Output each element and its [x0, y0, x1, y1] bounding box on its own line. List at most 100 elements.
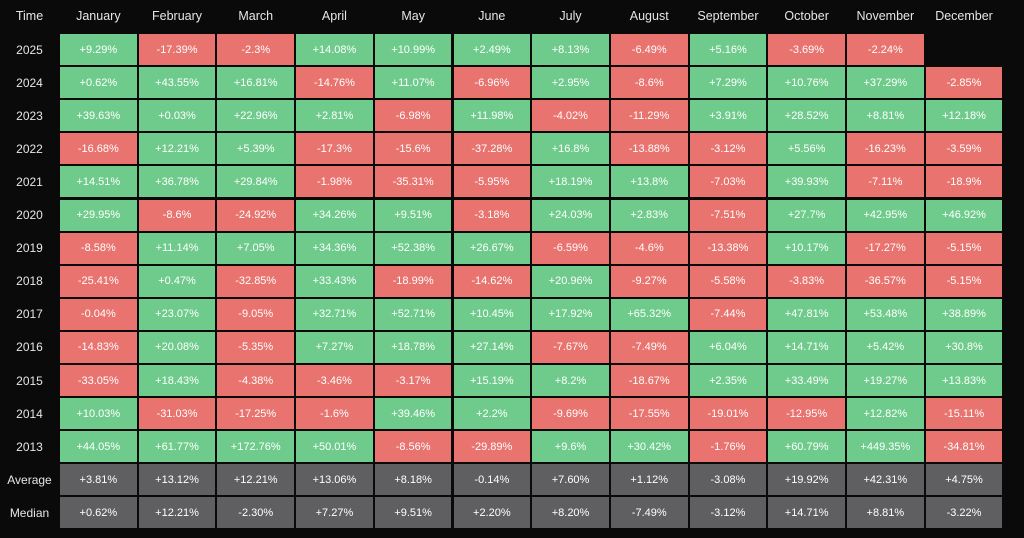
return-cell: +34.26%: [296, 199, 373, 231]
return-cell: +39.63%: [60, 100, 137, 132]
return-cell: -13.88%: [610, 133, 688, 165]
column-header: February: [152, 9, 203, 23]
return-cell: +5.16%: [689, 34, 767, 66]
return-cell: -7.49%: [610, 331, 688, 363]
return-cell: -1.6%: [296, 398, 373, 430]
return-cell: -7.11%: [847, 166, 924, 198]
return-cell: -2.24%: [847, 34, 924, 66]
return-cell: +20.08%: [138, 331, 216, 363]
return-cell: +60.79%: [768, 431, 845, 463]
return-cell: -9.05%: [217, 298, 295, 330]
row-label: 2019: [16, 241, 43, 256]
return-cell: -9.69%: [532, 398, 609, 430]
return-cell: +44.05%: [60, 431, 137, 463]
return-cell: -3.59%: [925, 133, 1003, 165]
return-cell: +15.19%: [453, 365, 531, 397]
return-cell: +12.18%: [925, 100, 1003, 132]
return-cell: -13.38%: [689, 232, 767, 264]
return-cell: -14.83%: [60, 331, 137, 363]
return-cell: +7.29%: [689, 67, 767, 99]
return-cell: +37.29%: [847, 67, 924, 99]
column-header: August: [629, 9, 669, 23]
return-cell: +10.03%: [60, 398, 137, 430]
return-cell: +9.29%: [60, 34, 137, 66]
return-cell: +12.82%: [847, 398, 924, 430]
return-cell: -29.89%: [453, 431, 531, 463]
return-cell: +28.52%: [768, 100, 845, 132]
return-cell: -0.04%: [60, 298, 137, 330]
return-cell: +30.8%: [925, 331, 1003, 363]
return-cell: +50.01%: [296, 431, 373, 463]
return-cell: +11.14%: [138, 232, 216, 264]
return-cell: +29.95%: [60, 199, 137, 231]
return-cell: -8.6%: [138, 199, 216, 231]
return-cell: +2.95%: [532, 67, 609, 99]
row-label: 2017: [16, 307, 43, 322]
return-cell: +2.83%: [610, 199, 688, 231]
return-cell: -15.6%: [374, 133, 452, 165]
column-header: December: [935, 9, 993, 23]
return-cell: -37.28%: [453, 133, 531, 165]
column-header: November: [856, 9, 915, 23]
return-cell: -17.27%: [847, 232, 924, 264]
return-cell: -2.30%: [217, 497, 295, 529]
return-cell: +39.93%: [768, 166, 845, 198]
return-cell: +10.17%: [768, 232, 845, 264]
return-cell: -1.98%: [296, 166, 373, 198]
return-cell: +12.21%: [138, 133, 216, 165]
return-cell: -2.85%: [925, 67, 1003, 99]
return-cell: +0.03%: [138, 100, 216, 132]
row-label: 2014: [16, 406, 43, 421]
return-cell: +11.07%: [374, 67, 452, 99]
return-cell: +172.76%: [217, 431, 295, 463]
return-cell: +14.51%: [60, 166, 137, 198]
return-cell: -17.25%: [217, 398, 295, 430]
return-cell: +65.32%: [610, 298, 688, 330]
return-cell: +7.27%: [296, 497, 373, 529]
return-cell: +0.47%: [138, 265, 216, 297]
row-label: 2023: [16, 108, 43, 123]
return-cell: -4.6%: [610, 232, 688, 264]
return-cell: -17.55%: [610, 398, 688, 430]
return-cell: +26.67%: [453, 232, 531, 264]
return-cell: +24.03%: [532, 199, 609, 231]
return-cell: +27.14%: [453, 331, 531, 363]
row-label: 2018: [16, 274, 43, 289]
return-cell: -3.22%: [925, 497, 1003, 529]
return-cell: -24.92%: [217, 199, 295, 231]
column-header: May: [401, 9, 425, 23]
return-cell: -3.08%: [689, 464, 767, 496]
return-cell: +8.18%: [374, 464, 452, 496]
return-cell: -3.17%: [374, 365, 452, 397]
return-cell: +8.81%: [847, 100, 924, 132]
return-cell: +36.78%: [138, 166, 216, 198]
return-cell: +38.89%: [925, 298, 1003, 330]
return-cell: +52.38%: [374, 232, 452, 264]
return-cell: +47.81%: [768, 298, 845, 330]
return-cell: -16.23%: [847, 133, 924, 165]
return-cell: -5.15%: [925, 232, 1003, 264]
row-label: 2016: [16, 340, 43, 355]
return-cell: +22.96%: [217, 100, 295, 132]
return-cell: +12.21%: [217, 464, 295, 496]
return-cell: +53.48%: [847, 298, 924, 330]
return-cell: -15.11%: [925, 398, 1003, 430]
return-cell: +9.51%: [374, 497, 452, 529]
return-cell: -5.35%: [217, 331, 295, 363]
row-label: Median: [9, 505, 50, 520]
return-cell: +27.7%: [768, 199, 845, 231]
return-cell: +29.84%: [217, 166, 295, 198]
return-cell: +7.60%: [532, 464, 609, 496]
return-cell: +0.62%: [60, 67, 137, 99]
row-label: Average: [7, 472, 52, 487]
return-cell: +16.81%: [217, 67, 295, 99]
return-cell: +11.98%: [453, 100, 531, 132]
return-cell: -35.31%: [374, 166, 452, 198]
row-label: 2021: [16, 174, 43, 189]
column-header: January: [76, 9, 121, 23]
return-cell: -7.67%: [532, 331, 609, 363]
return-cell: -7.03%: [689, 166, 767, 198]
return-cell: +8.13%: [532, 34, 609, 66]
return-cell: +5.39%: [217, 133, 295, 165]
